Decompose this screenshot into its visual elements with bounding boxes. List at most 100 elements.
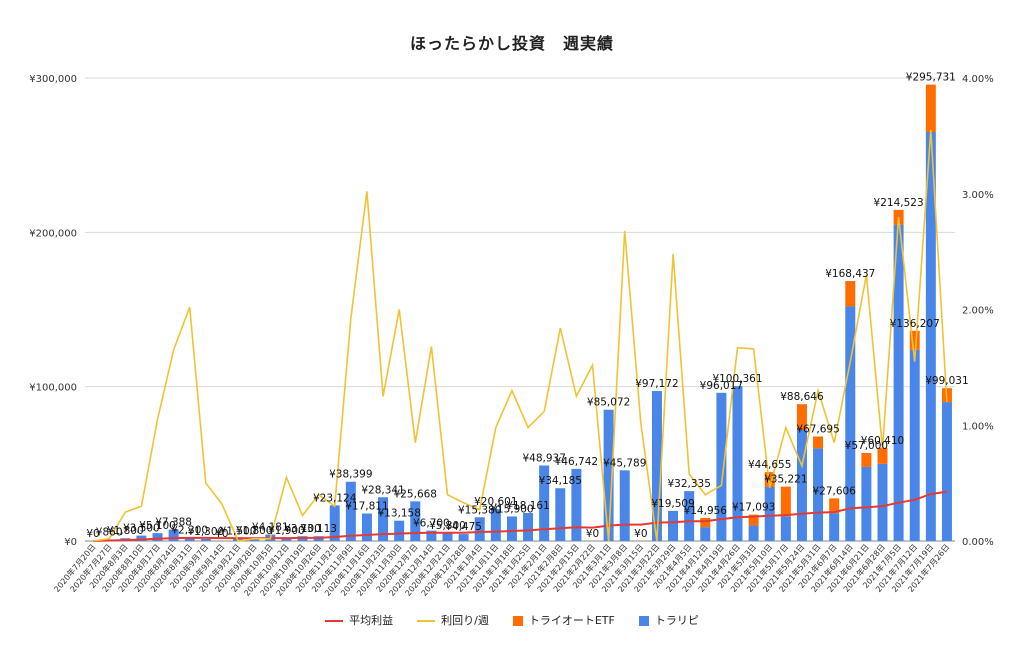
data-label: ¥15,900 [490,503,533,515]
bar-segment [345,481,356,541]
bar-segment [700,517,711,528]
legend-label: トライオートETF [528,614,615,627]
bar-segment [909,330,920,350]
bar-segment [925,132,936,541]
data-label: ¥4,475 [445,521,482,533]
y-left-tick-label: ¥0 [64,537,77,548]
data-label: ¥35,221 [764,474,807,486]
bar-segment [748,514,759,526]
bar-segment [361,513,372,541]
bar-segment [490,509,501,541]
data-label: ¥13,158 [377,508,420,520]
data-label: ¥14,956 [684,505,728,517]
bar-segment [506,516,517,541]
legend-swatch [512,616,523,626]
data-labels: ¥0¥860¥1,800¥3,500¥5,100¥7,388¥2,300¥1,3… [86,72,968,540]
y-right-tick-label: 3.00% [962,190,994,201]
bar-segment [925,84,936,133]
data-label: ¥97,172 [635,378,678,390]
bar-segment [200,538,211,541]
bar-segment [829,498,840,514]
bar-segment [458,534,469,541]
bar-segment [813,448,824,541]
data-label: ¥5,300 [429,520,466,532]
data-label: ¥3,500 [123,523,160,535]
data-label: ¥45,789 [603,457,646,469]
bar-segment [732,386,743,541]
data-label: ¥18,161 [506,500,549,512]
data-label: ¥60,410 [861,435,904,447]
bar-segment [845,281,856,307]
bar-segment [426,530,437,541]
legend-label: トラリピ [654,614,699,627]
data-label: ¥3,113 [300,523,337,535]
y-left-tick-label: ¥300,000 [29,74,77,85]
data-label: ¥85,072 [587,397,630,409]
data-label: ¥5,100 [139,520,176,532]
line-series [92,130,948,542]
bar-segment [909,349,920,541]
series-line [93,490,948,542]
bar-segment [539,465,550,541]
data-label: ¥20,601 [474,496,517,508]
data-label: ¥0 [586,528,599,540]
data-label: ¥99,031 [925,375,968,387]
y-axis-right: 0.00% 1.00% 2.00% 3.00% 4.00% [962,74,994,548]
data-label: ¥0 [86,528,99,540]
bar-segment [941,402,952,541]
data-label: ¥57,000 [845,440,888,452]
y-right-tick-label: 4.00% [962,74,994,85]
legend-swatch [325,620,344,622]
data-label: ¥0 [634,528,647,540]
data-label: ¥19,509 [651,498,694,510]
y-axis-left: ¥0 ¥100,000 ¥200,000 ¥300,000 [29,74,77,548]
legend-item: 利回り/週 [417,612,489,628]
bar-segment [829,513,840,541]
data-label: ¥295,731 [906,72,956,84]
data-label: ¥1,800 [107,525,144,537]
bar-segment [877,463,888,541]
data-label: ¥32,335 [667,478,710,490]
series-line [92,130,948,542]
data-label: ¥67,695 [796,424,839,436]
bar-segment [684,491,695,541]
y-left-tick-label: ¥100,000 [29,383,77,394]
data-label: ¥4,181 [252,522,289,534]
legend: 平均利益 利回り/週 トライオートETF トラリピ [0,612,1024,628]
bar-segment [168,529,179,541]
y-left-tick-label: ¥200,000 [29,228,77,239]
data-label: ¥1,300 [187,526,224,538]
bar-segment [813,436,824,449]
bar-segment [700,527,711,541]
data-label: ¥2,300 [171,524,208,536]
bar-segment [329,505,340,541]
data-label: ¥48,937 [522,452,565,464]
bar-series [104,84,952,541]
bar-segment [442,532,453,541]
y-right-tick-label: 2.00% [962,306,994,317]
legend-label: 利回り/週 [441,614,489,627]
gridlines [85,77,955,542]
bar-segment [877,447,888,464]
data-label: ¥25,668 [394,488,437,500]
bar-segment [184,537,195,541]
data-label: ¥17,093 [732,502,775,514]
bar-segment [861,466,872,541]
chart-title: ほったらかし投資 週実績 [409,34,614,53]
legend-swatch [417,620,436,622]
bar-segment [555,488,566,541]
bar-segment [764,486,775,541]
bar-segment [780,516,791,541]
bar-segment [410,501,421,541]
legend-swatch [638,616,649,626]
bar-segment [523,512,534,541]
data-label: ¥7,388 [155,517,192,529]
y-right-tick-label: 1.00% [962,421,994,432]
data-label: ¥44,655 [748,459,791,471]
bar-segment [394,520,405,541]
bar-segment [764,472,775,487]
data-label: ¥1,800 [236,525,273,537]
bar-segment [780,486,791,517]
data-label: ¥168,437 [825,268,875,280]
bar-segment [152,533,163,541]
